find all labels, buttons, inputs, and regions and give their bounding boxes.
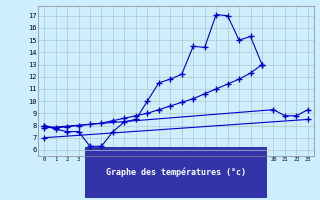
X-axis label: Graphe des températures (°c): Graphe des températures (°c)	[106, 168, 246, 177]
